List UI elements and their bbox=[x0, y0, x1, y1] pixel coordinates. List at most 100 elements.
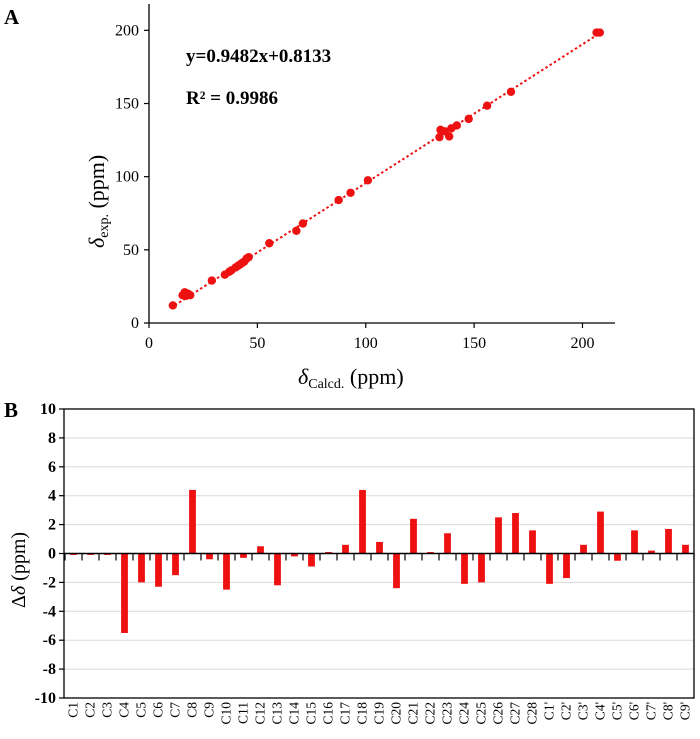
category-label: C10 bbox=[219, 702, 234, 725]
bar bbox=[410, 518, 417, 554]
bar bbox=[461, 553, 468, 584]
category-label: C9 bbox=[202, 702, 217, 718]
bar bbox=[614, 553, 621, 561]
category-label: C21 bbox=[406, 702, 421, 725]
y-tick-label: 0 bbox=[48, 546, 56, 563]
category-label: C5' bbox=[610, 702, 625, 720]
bar bbox=[121, 553, 128, 633]
scatter-point bbox=[452, 121, 461, 130]
x-tick-label: 100 bbox=[354, 335, 378, 352]
bar bbox=[546, 553, 553, 584]
y-tick-label: -10 bbox=[35, 690, 56, 707]
bar bbox=[155, 553, 162, 587]
scatter-points bbox=[168, 28, 605, 310]
category-label: C15 bbox=[304, 702, 319, 725]
scatter-point bbox=[207, 276, 217, 285]
scatter-point bbox=[292, 226, 301, 236]
category-label: C1 bbox=[66, 702, 81, 718]
bar bbox=[223, 553, 230, 590]
bar-series bbox=[70, 489, 689, 633]
y-tick-label: 0 bbox=[131, 315, 139, 332]
bar bbox=[376, 541, 383, 554]
category-label: C19 bbox=[372, 702, 387, 725]
bar bbox=[444, 533, 451, 554]
x-tick-label: 50 bbox=[249, 335, 265, 352]
bar bbox=[172, 553, 179, 576]
y-tick-label: -6 bbox=[43, 632, 56, 649]
category-label: C12 bbox=[253, 702, 268, 725]
category-label: C20 bbox=[389, 702, 404, 725]
category-label: C27 bbox=[508, 702, 523, 725]
category-label: C24 bbox=[457, 702, 472, 725]
category-label: C2 bbox=[83, 702, 98, 718]
x-tick-label: 0 bbox=[145, 335, 153, 352]
scatter-point bbox=[185, 290, 195, 300]
bar bbox=[257, 546, 264, 554]
y-tick-label: 200 bbox=[115, 22, 139, 39]
category-label: C8 bbox=[185, 702, 200, 718]
bar bbox=[359, 489, 366, 554]
category-label: C3' bbox=[576, 702, 591, 720]
scatter-point bbox=[506, 87, 516, 96]
category-label: C26 bbox=[491, 702, 506, 725]
category-label: C22 bbox=[423, 702, 438, 725]
y-tick-label: -8 bbox=[43, 661, 56, 678]
x-tick-label: 200 bbox=[570, 335, 594, 352]
bar bbox=[393, 553, 400, 589]
y-tick-label: -4 bbox=[43, 603, 56, 620]
bar-plot-frame bbox=[63, 408, 695, 699]
x-tick-label: 150 bbox=[462, 335, 486, 352]
category-label: C16 bbox=[321, 702, 336, 725]
bar-y-ticks: 10 8 6 4 2 0 -2 -4 -6 -8 -10 bbox=[35, 401, 64, 707]
y-tick-label: 10 bbox=[40, 401, 56, 418]
bar bbox=[665, 528, 672, 554]
bar bbox=[648, 550, 655, 554]
y-tick-label: -2 bbox=[43, 574, 56, 591]
scatter-point bbox=[464, 114, 473, 124]
category-label: C11 bbox=[236, 702, 251, 724]
scatter-point bbox=[482, 101, 492, 110]
scatter-y-ticks: 0 50 100 150 200 bbox=[115, 22, 149, 332]
bar bbox=[240, 553, 247, 558]
category-label: C4' bbox=[593, 702, 608, 720]
category-label: C5 bbox=[134, 702, 149, 718]
bar bbox=[427, 552, 434, 554]
category-label: C8' bbox=[661, 702, 676, 720]
bar bbox=[631, 530, 638, 554]
bar bbox=[274, 553, 281, 586]
bar bbox=[308, 553, 315, 567]
bar-zero-axis bbox=[64, 552, 695, 561]
scatter-point bbox=[435, 132, 444, 142]
scatter-point bbox=[595, 28, 605, 37]
bar-category-labels: C1 C2 C3 C4 C5 C6 C7 C8 C9 C10 C11 C12 C13 C14 C15 C16 C… bbox=[66, 702, 693, 725]
y-tick-label: 2 bbox=[48, 517, 56, 534]
bar bbox=[529, 530, 536, 554]
scatter-point bbox=[363, 176, 373, 185]
panel-label-b: B bbox=[4, 398, 18, 422]
bar bbox=[478, 553, 485, 583]
scatter-point bbox=[244, 252, 253, 262]
scatter-point bbox=[444, 132, 454, 141]
bar bbox=[104, 553, 111, 555]
bar-y-label: Δδ (ppm) bbox=[8, 532, 30, 608]
category-label: C25 bbox=[474, 702, 489, 725]
category-label: C14 bbox=[287, 702, 302, 725]
scatter-panel: A 0 50 100 150 200 0 50 100 150 200 y=0.9482x+0.… bbox=[4, 4, 615, 392]
bar bbox=[138, 553, 145, 583]
category-label: C18 bbox=[355, 702, 370, 725]
bar bbox=[291, 553, 298, 557]
scatter-point bbox=[346, 188, 355, 197]
category-label: C2' bbox=[559, 702, 574, 720]
category-label: C28 bbox=[525, 702, 540, 725]
bar bbox=[495, 517, 502, 554]
category-label: C7 bbox=[168, 702, 183, 718]
y-tick-label: 150 bbox=[115, 96, 139, 113]
category-label: C9' bbox=[678, 702, 693, 720]
bar-gridlines bbox=[64, 437, 694, 670]
bar bbox=[682, 544, 689, 554]
y-tick-label: 6 bbox=[48, 459, 56, 476]
y-tick-label: 8 bbox=[48, 430, 56, 447]
category-label: C17 bbox=[338, 702, 353, 725]
y-tick-label: 100 bbox=[115, 169, 139, 186]
scatter-point bbox=[168, 301, 178, 310]
